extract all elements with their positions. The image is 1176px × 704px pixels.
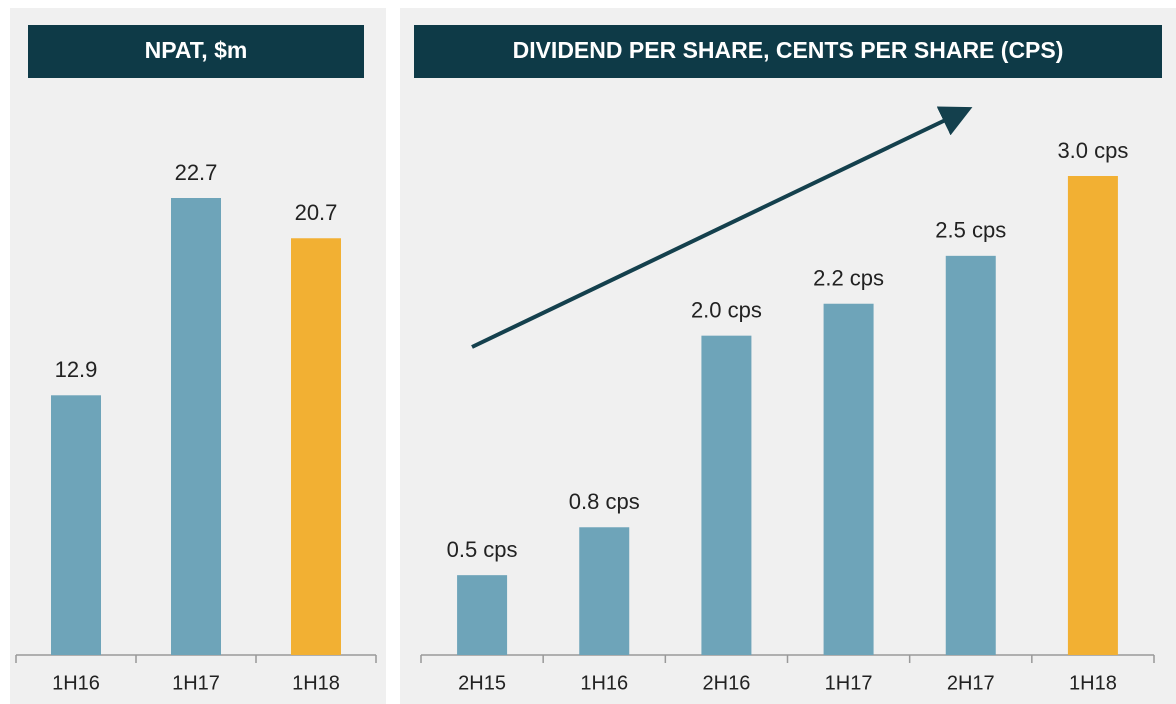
x-tick-label: 1H16: [580, 672, 628, 694]
x-tick-label: 1H17: [172, 672, 220, 694]
bar: [945, 255, 996, 656]
bar: [823, 303, 874, 655]
bar: [171, 198, 221, 655]
value-label: 20.7: [295, 200, 338, 225]
chart-title: DIVIDEND PER SHARE, CENTS PER SHARE (CPS…: [513, 37, 1064, 63]
x-tick-label: 1H18: [292, 672, 340, 694]
value-label: 22.7: [175, 160, 218, 185]
x-tick-label: 2H16: [703, 672, 751, 694]
bar: [579, 527, 630, 655]
value-label: 0.5 cps: [447, 537, 518, 562]
bar: [1067, 176, 1118, 655]
title-bar: [28, 25, 364, 78]
panel: [400, 8, 1176, 704]
value-label: 12.9: [55, 357, 98, 382]
chart-title: NPAT, $m: [145, 37, 248, 63]
x-tick-label: 2H15: [458, 672, 506, 694]
x-tick-label: 2H17: [947, 672, 995, 694]
bar: [701, 335, 752, 655]
value-label: 0.8 cps: [569, 489, 640, 514]
value-label: 2.2 cps: [813, 266, 884, 291]
bar: [291, 238, 341, 655]
x-tick-label: 1H17: [825, 672, 873, 694]
x-tick-label: 1H16: [52, 672, 100, 694]
x-tick-label: 1H18: [1069, 672, 1117, 694]
bar: [457, 575, 508, 655]
value-label: 2.0 cps: [691, 297, 762, 322]
bar: [51, 395, 101, 655]
title-bar: [414, 25, 1162, 78]
value-label: 2.5 cps: [935, 218, 1006, 243]
trend-arrow: [471, 106, 973, 349]
value-label: 3.0 cps: [1057, 138, 1128, 163]
